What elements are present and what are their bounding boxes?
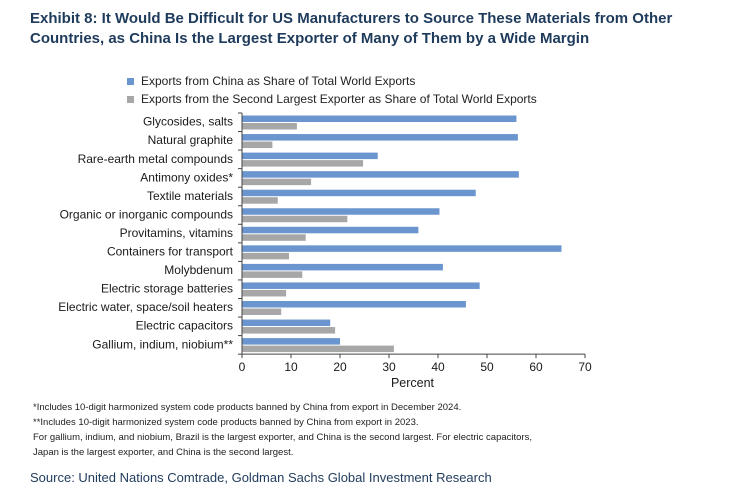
bar-china — [242, 263, 443, 271]
bar-china — [242, 301, 466, 308]
category-label: Antimony oxides* — [140, 170, 233, 184]
category-label: Electric capacitors — [136, 319, 233, 333]
category-label: Gallium, indium, niobium** — [92, 337, 233, 351]
legend-item-china: Exports from China as Share of Total Wor… — [127, 72, 537, 90]
category-label: Glycosides, salts — [143, 115, 233, 129]
footnote-2: **Includes 10-digit harmonized system co… — [33, 417, 419, 428]
footnote-1: *Includes 10-digit harmonized system cod… — [33, 402, 462, 413]
bar-china — [242, 226, 419, 234]
bar-second — [242, 178, 312, 186]
bar-second — [242, 215, 348, 223]
x-tick-label: 50 — [480, 360, 494, 374]
bar-china — [242, 152, 378, 160]
category-label: Electric water, space/soil heaters — [58, 300, 233, 314]
bar-china — [242, 282, 480, 289]
bar-china — [242, 208, 440, 215]
bar-second — [242, 345, 394, 353]
bar-china — [242, 245, 562, 252]
category-label: Containers for transport — [107, 245, 234, 259]
legend-label-second: Exports from the Second Largest Exporter… — [141, 92, 537, 106]
category-label: Molybdenum — [164, 263, 233, 277]
x-tick-label: 30 — [382, 360, 396, 374]
category-label: Textile materials — [147, 189, 233, 203]
bar-second — [242, 308, 282, 315]
bar-second — [242, 197, 278, 204]
bar-second — [242, 289, 287, 297]
category-label: Natural graphite — [148, 133, 234, 147]
bar-china — [242, 115, 517, 122]
x-tick-label: 70 — [578, 360, 592, 374]
category-label: Rare-earth metal compounds — [78, 152, 233, 166]
footnote-3: For gallium, indium, and niobium, Brazil… — [33, 432, 532, 443]
footnotes: *Includes 10-digit harmonized system cod… — [33, 400, 733, 460]
legend-swatch-second — [127, 95, 134, 103]
bar-china — [242, 171, 519, 178]
bar-china — [242, 189, 476, 197]
bar-second — [242, 252, 290, 260]
legend-item-second: Exports from the Second Largest Exporter… — [127, 90, 537, 108]
x-tick-label: 40 — [431, 360, 445, 374]
x-tick-label: 0 — [239, 360, 246, 374]
x-tick-label: 60 — [529, 360, 543, 374]
bar-china — [242, 319, 331, 327]
bar-china — [242, 338, 340, 345]
footnote-4: Japan is the largest exporter, and China… — [33, 447, 294, 458]
bar-chart: Glycosides, salts Natural graphite Rare-ea… — [58, 112, 592, 390]
legend: Exports from China as Share of Total Wor… — [127, 72, 537, 108]
bar-second — [242, 141, 273, 149]
category-label: Provitamins, vitamins — [120, 226, 233, 240]
x-axis-label: Percent — [391, 376, 435, 390]
bar-china — [242, 134, 518, 141]
bar-second — [242, 271, 303, 278]
bar-second — [242, 123, 297, 130]
x-tick-label: 20 — [333, 360, 347, 374]
x-tick-label: 10 — [284, 360, 298, 374]
category-label: Electric storage batteries — [101, 282, 233, 296]
category-label: Organic or inorganic compounds — [60, 207, 233, 221]
legend-swatch-china — [127, 77, 134, 85]
bar-second — [242, 234, 306, 241]
source-note: Source: United Nations Comtrade, Goldman… — [30, 470, 492, 485]
bar-second — [242, 160, 364, 167]
legend-label-china: Exports from China as Share of Total Wor… — [141, 74, 416, 88]
chart-title: Exhibit 8: It Would Be Difficult for US … — [30, 10, 673, 47]
bar-second — [242, 327, 336, 334]
